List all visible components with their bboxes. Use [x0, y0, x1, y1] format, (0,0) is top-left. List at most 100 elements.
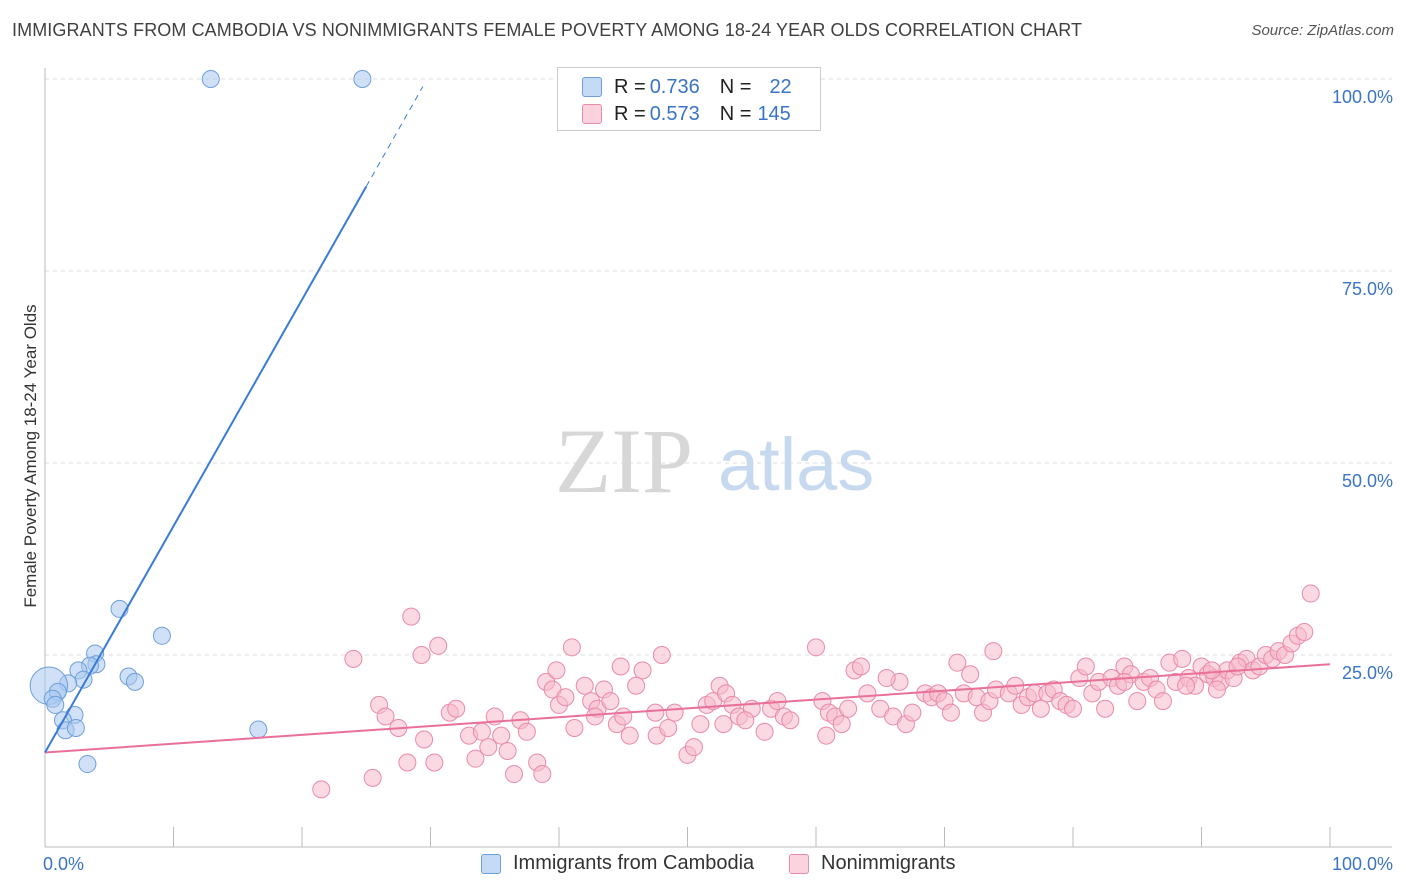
n-label: N = — [719, 102, 752, 125]
nonimmigrant-point — [498, 742, 517, 760]
legend-row-cambodia: R = 0.736 N = 22 — [582, 74, 792, 100]
nonimmigrant-point — [344, 649, 363, 668]
chart-title: IMMIGRANTS FROM CAMBODIA VS NONIMMIGRANT… — [12, 20, 1083, 40]
nonimmigrant-point — [948, 653, 967, 672]
n-value: 22 — [769, 75, 792, 98]
legend-swatch-pink — [582, 104, 602, 124]
x-tick-labels: 0.0% 100.0% — [43, 854, 1393, 874]
nonimmigrant-point — [533, 765, 552, 784]
nonimmigrants-trend-line — [44, 663, 1331, 754]
n-label: N = — [719, 75, 752, 98]
cambodia-point — [152, 626, 171, 645]
cambodia-trend-extension — [365, 86, 424, 187]
nonimmigrant-point — [627, 676, 646, 695]
watermark-atlas: atlas — [718, 423, 874, 506]
cambodia-point — [78, 755, 97, 774]
y-tick-labels: 25.0% 50.0% 75.0% 100.0% — [1332, 87, 1393, 683]
nonimmigrant-point — [1295, 622, 1314, 641]
cambodia-trend-line — [44, 186, 368, 754]
nonimmigrant-point — [961, 665, 980, 684]
legend-row-nonimmigrants: R = 0.573 N = 145 — [582, 101, 791, 127]
nonimmigrant-point — [839, 699, 858, 718]
y-tick-label: 100.0% — [1332, 87, 1393, 107]
nonimmigrant-point — [479, 738, 498, 757]
nonimmigrant-point — [1228, 657, 1247, 676]
nonimmigrant-point — [877, 669, 896, 688]
nonimmigrant-point — [312, 780, 331, 799]
nonimmigrant-point — [1115, 672, 1134, 691]
r-label: R = — [614, 75, 646, 98]
nonimmigrant-point — [1207, 680, 1226, 699]
nonimmigrant-point — [562, 638, 581, 657]
nonimmigrant-point — [547, 661, 566, 680]
nonimmigrant-point — [398, 753, 417, 772]
nonimmigrant-point — [363, 768, 382, 787]
nonimmigrant-point — [714, 715, 733, 734]
trend-lines — [44, 86, 1331, 754]
nonimmigrant-point — [1173, 649, 1192, 668]
nonimmigrant-point — [832, 715, 851, 734]
nonimmigrant-point — [941, 703, 960, 722]
nonimmigrant-point — [585, 707, 604, 726]
legend-swatch-blue — [582, 77, 602, 97]
cambodia-point — [125, 672, 144, 691]
nonimmigrant-point — [517, 722, 536, 741]
cambodia-point — [46, 695, 65, 714]
nonimmigrant-point — [415, 730, 434, 749]
nonimmigrant-point — [665, 703, 684, 722]
nonimmigrant-point — [851, 657, 870, 676]
legend-label-nonimmigrants: Nonimmigrants — [821, 852, 956, 874]
x-tick-label: 0.0% — [43, 854, 84, 874]
cambodia-point — [353, 70, 372, 88]
nonimmigrant-point — [556, 688, 575, 707]
nonimmigrant-point — [659, 718, 678, 737]
axes — [44, 68, 1392, 848]
nonimmigrant-point — [429, 636, 448, 655]
nonimmigrant-point — [1128, 692, 1147, 711]
legend-swatch-blue — [481, 853, 501, 874]
watermark: ZIP atlas — [555, 410, 874, 512]
nonimmigrant-point — [736, 711, 755, 730]
nonimmigrant-point — [684, 738, 703, 757]
nonimmigrant-point — [633, 661, 652, 680]
nonimmigrant-point — [807, 638, 825, 657]
cambodia-point — [201, 70, 220, 88]
cambodia-point — [66, 718, 85, 737]
nonimmigrant-point — [565, 718, 584, 737]
y-axis-label: Female Poverty Among 18-24 Year Olds — [21, 304, 40, 607]
nonimmigrant-point — [620, 726, 639, 745]
nonimmigrant-point — [1177, 676, 1196, 695]
nonimmigrant-point — [575, 676, 594, 695]
y-tick-label: 25.0% — [1342, 663, 1393, 683]
nonimmigrant-point — [611, 657, 630, 676]
nonimmigrant-point — [472, 722, 491, 741]
nonimmigrant-point — [1202, 661, 1221, 680]
nonimmigrant-point — [1064, 699, 1082, 718]
correlation-legend: R = 0.736 N = 22 R = 0.573 N = 145 — [557, 67, 821, 131]
legend-label-cambodia: Immigrants from Cambodia — [513, 852, 755, 874]
nonimmigrant-point — [505, 765, 524, 784]
source-label: Source: ZipAtlas.com — [1251, 22, 1394, 39]
r-value: 0.573 — [649, 102, 700, 125]
watermark-zip: ZIP — [555, 410, 693, 512]
gridlines — [45, 78, 1392, 656]
nonimmigrant-point — [1031, 699, 1050, 718]
nonimmigrant-point — [1301, 584, 1320, 603]
y-tick-label: 75.0% — [1342, 279, 1393, 299]
nonimmigrant-point — [817, 726, 836, 745]
nonimmigrant-point — [614, 707, 633, 726]
nonimmigrants-points — [312, 584, 1320, 799]
nonimmigrant-point — [1153, 692, 1172, 711]
nonimmigrant-point — [984, 642, 1003, 661]
nonimmigrant-point — [646, 703, 665, 722]
nonimmigrant-point — [1076, 657, 1095, 676]
cambodia-point — [249, 720, 268, 739]
nonimmigrant-point — [447, 699, 466, 718]
nonimmigrant-point — [652, 646, 671, 664]
nonimmigrant-point — [903, 703, 922, 722]
legend-item-cambodia: Immigrants from Cambodia — [481, 852, 754, 875]
nonimmigrant-point — [755, 722, 774, 741]
cambodia-points — [29, 70, 372, 774]
r-value: 0.736 — [649, 75, 700, 98]
